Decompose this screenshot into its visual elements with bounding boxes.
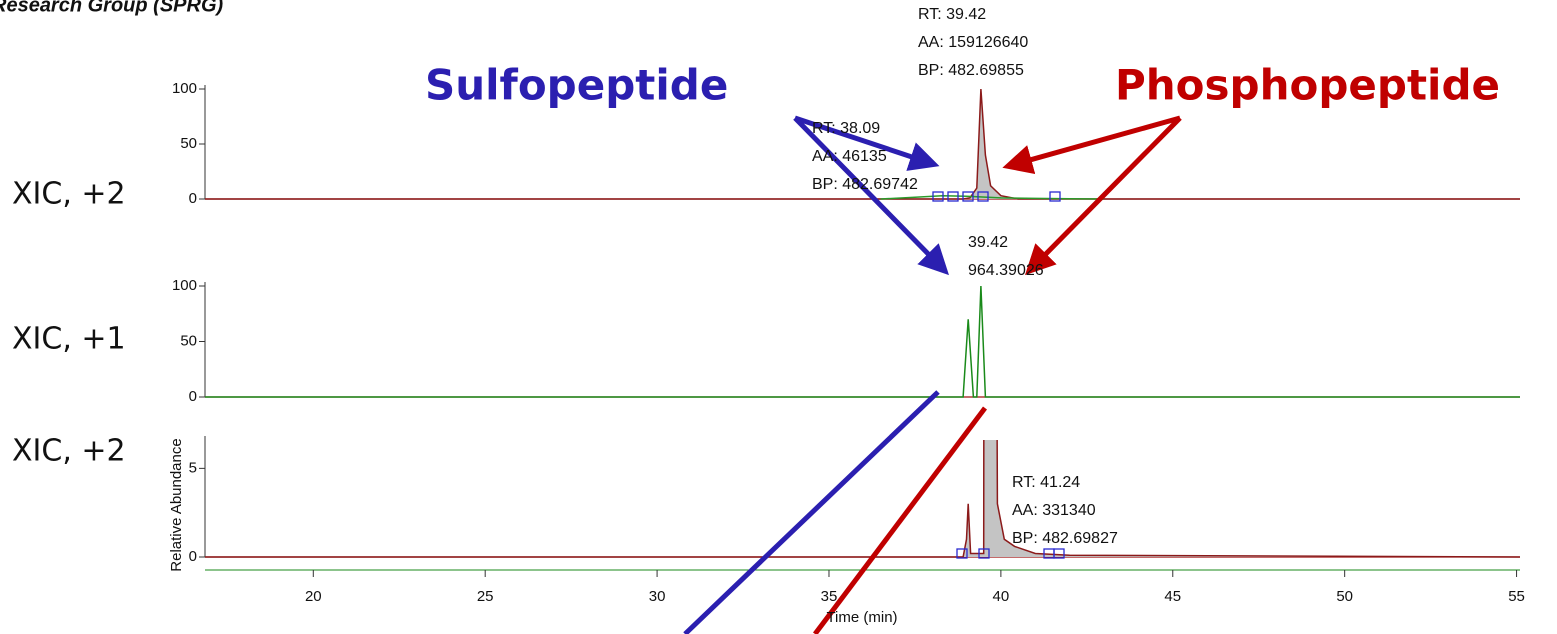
trace-line bbox=[205, 285, 1520, 398]
x-tick-label: 50 bbox=[1336, 588, 1353, 605]
y-tick-label: 50 bbox=[180, 332, 197, 349]
peak-label: RT: 41.24 bbox=[1012, 474, 1080, 491]
header: Research Group (SPRG) bbox=[0, 0, 224, 16]
y-tick-label: 0 bbox=[189, 548, 197, 565]
x-tick-label: 30 bbox=[649, 588, 666, 605]
peak-label: BP: 482.69827 bbox=[1012, 530, 1118, 547]
peak-label: RT: 38.09 bbox=[812, 120, 880, 137]
trace-label: XIC, +1 bbox=[12, 322, 126, 357]
trace-line bbox=[205, 440, 1520, 558]
x-tick-label: 55 bbox=[1508, 588, 1525, 605]
x-tick-label: 35 bbox=[821, 588, 838, 605]
peak-label: AA: 46135 bbox=[812, 148, 887, 165]
y-tick-label: 0 bbox=[189, 190, 197, 207]
trace-line bbox=[880, 194, 1105, 200]
plot-area bbox=[205, 440, 1520, 558]
plot-area bbox=[205, 285, 1520, 398]
y-tick-label: 0 bbox=[189, 388, 197, 405]
x-tick-label: 25 bbox=[477, 588, 494, 605]
peak-label: 964.39026 bbox=[968, 262, 1044, 279]
y-tick-label: 100 bbox=[172, 80, 197, 97]
peak-label: RT: 39.42 bbox=[918, 6, 986, 23]
peak-markers bbox=[932, 191, 1065, 559]
trace-label: XIC, +2 bbox=[12, 177, 126, 212]
peak-label: 39.42 bbox=[968, 234, 1008, 251]
x-axis-label: Time (min) bbox=[826, 609, 897, 626]
trace-label: XIC, +2 bbox=[12, 434, 126, 469]
peak-label: BP: 482.69855 bbox=[918, 62, 1024, 79]
x-tick-label: 40 bbox=[993, 588, 1010, 605]
callout: Phosphopeptide bbox=[1115, 61, 1500, 110]
y-axis-label: Relative Abundance bbox=[168, 438, 185, 571]
x-tick-label: 45 bbox=[1164, 588, 1181, 605]
peak-label: AA: 159126640 bbox=[918, 34, 1028, 51]
peak-label: AA: 331340 bbox=[1012, 502, 1096, 519]
y-tick-label: 50 bbox=[180, 135, 197, 152]
plot-area bbox=[205, 88, 1520, 200]
callout: Sulfopeptide bbox=[425, 61, 728, 110]
peak-label: BP: 482.69742 bbox=[812, 176, 918, 193]
y-tick-label: 5 bbox=[189, 459, 197, 476]
arrows bbox=[683, 115, 1182, 634]
x-tick-label: 20 bbox=[305, 588, 322, 605]
y-tick-label: 100 bbox=[172, 277, 197, 294]
